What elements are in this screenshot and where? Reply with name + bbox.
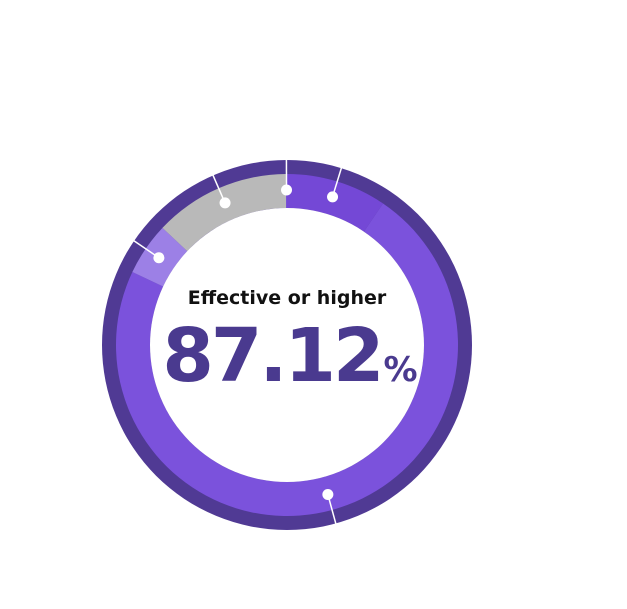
slice-leader-line-2 [327, 494, 340, 535]
pie-slice-1 [287, 174, 384, 232]
slice-marker-dot-3 [153, 252, 165, 264]
center-label: Effective or higher [187, 287, 387, 309]
slice-marker-dot-5 [281, 184, 293, 196]
center-value-number: 87.12 [162, 313, 384, 399]
center-value-unit: % [383, 350, 418, 390]
slice-leader-line-1 [331, 157, 346, 198]
slice-leader-line-4 [207, 165, 226, 204]
center-value: 87.12% [162, 313, 417, 399]
slice-marker-dot-2 [322, 489, 334, 501]
pie-slice-4 [162, 174, 287, 252]
slice-leader-line-3 [124, 234, 160, 259]
donut-center-hole [150, 208, 424, 482]
slice-marker-dot-4 [219, 197, 231, 209]
slice-marker-dot-1 [327, 191, 339, 203]
